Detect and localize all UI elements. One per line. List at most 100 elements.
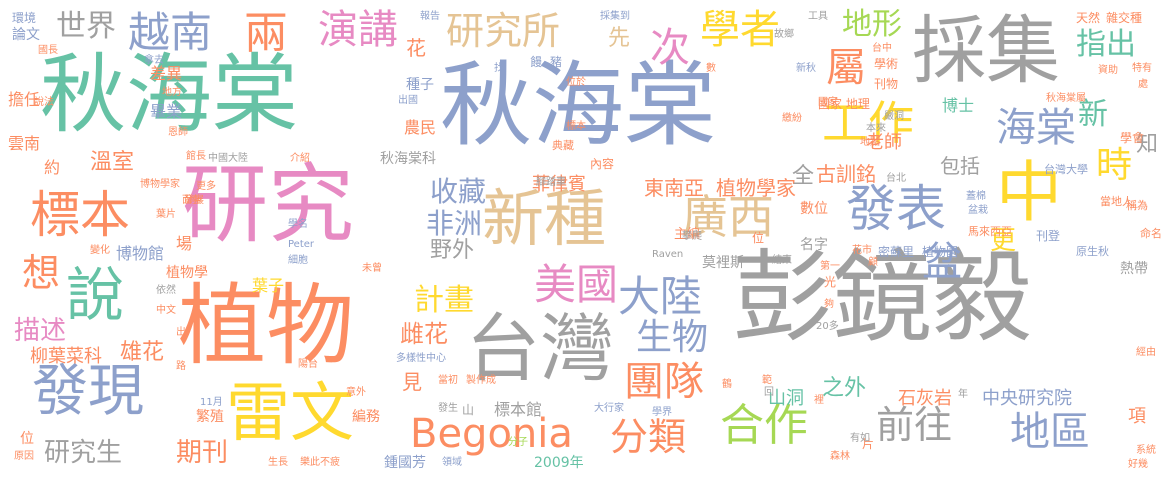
word: 雲南: [8, 134, 41, 153]
word: 細胞: [288, 255, 308, 266]
word: 經由: [1136, 347, 1156, 358]
word: 秋海棠屬: [1046, 93, 1086, 104]
word: 發展: [184, 195, 204, 206]
word: 恩師: [168, 127, 188, 138]
word: 採集到: [600, 11, 630, 22]
word: 植物園: [922, 245, 959, 259]
word: 命名: [1140, 227, 1162, 240]
word: 合作: [720, 400, 808, 451]
word: 花市: [852, 245, 872, 256]
word: 彭鏡毅: [732, 239, 1032, 356]
word: 期刊: [176, 438, 229, 468]
word: 拿去: [144, 55, 164, 66]
word: 標本館: [494, 400, 543, 419]
word: 標本: [566, 121, 586, 132]
word: 野外: [430, 238, 475, 263]
word: 植物學家: [716, 176, 796, 200]
word: 顧: [868, 257, 878, 268]
word: 團隊: [624, 359, 704, 405]
word: 領域: [442, 457, 462, 468]
word: 繁殖: [196, 409, 224, 425]
word: 國長: [38, 45, 58, 56]
word: 山: [462, 403, 475, 417]
word: 花: [406, 36, 426, 60]
word: 蓋棉: [966, 191, 986, 202]
word: 本來: [866, 123, 886, 134]
word: 中: [996, 154, 1062, 231]
word: 雷文: [226, 377, 354, 451]
word: 見: [402, 370, 422, 394]
word: 莫裡斯: [702, 255, 744, 271]
word: 典藏: [552, 139, 574, 152]
word: 項: [1128, 406, 1146, 427]
word: Peter: [288, 239, 315, 250]
word: 廣西: [682, 190, 774, 244]
word: 當初: [438, 375, 458, 386]
word: 約: [44, 158, 61, 177]
word: 地形: [842, 7, 902, 42]
word: 地區: [1010, 409, 1090, 455]
word: 原生秋: [1076, 245, 1109, 258]
word: 回: [764, 387, 774, 398]
word: 故鄉: [774, 29, 794, 40]
word: 新秋: [796, 63, 816, 74]
word: 國家 地理: [818, 97, 870, 111]
word: 包括: [940, 154, 980, 178]
word: 報告: [420, 11, 440, 22]
word: 台中: [872, 43, 892, 54]
word: 結束: [772, 255, 792, 266]
word: 世界: [56, 9, 116, 44]
word: 全: [792, 164, 815, 189]
word: 秋海棠: [440, 52, 717, 159]
word: 場: [176, 234, 193, 253]
word: 腳踏車: [536, 177, 566, 188]
word: 學術: [874, 57, 899, 71]
word: 20多: [816, 321, 839, 332]
word: 生物: [636, 317, 709, 358]
word: 主編: [674, 227, 701, 242]
word: 前往: [876, 403, 953, 447]
word: 處: [1138, 79, 1148, 90]
word: 發生: [438, 403, 458, 414]
word: 未曾: [362, 263, 382, 274]
word: 秋海棠科: [380, 151, 436, 167]
word: 面藝: [182, 195, 202, 206]
word: 計畫: [414, 283, 474, 318]
word: 館長: [186, 151, 206, 162]
word: 發現: [32, 359, 144, 424]
word: 盆栽: [968, 205, 988, 216]
word: 博物學家: [140, 179, 180, 190]
word: 路: [176, 361, 186, 372]
word: 發表: [846, 180, 946, 238]
word: 研究: [182, 155, 354, 255]
word: 台灣大學: [1044, 163, 1088, 176]
word: 介紹: [290, 153, 310, 164]
word: 知: [1136, 132, 1159, 157]
word: 依然: [156, 285, 176, 296]
word: 範: [762, 375, 772, 386]
word: 收藏: [430, 175, 487, 208]
word: 變化: [90, 245, 110, 256]
word: 鶴: [722, 379, 732, 390]
word: 台灣: [466, 306, 614, 392]
word: 森林: [830, 451, 850, 462]
word: 越南: [128, 8, 213, 57]
word: 擔任: [8, 90, 41, 109]
word: 2009年: [534, 455, 584, 471]
word: 之外: [822, 376, 867, 401]
word: 葉片: [156, 209, 176, 220]
word: 非洲: [426, 207, 483, 240]
word: 更多: [196, 181, 216, 192]
word: 說: [66, 261, 125, 329]
word: 攀爬: [682, 231, 702, 242]
word: 博士: [942, 96, 975, 115]
word: 資助: [1098, 65, 1118, 76]
word: 屬: [819, 46, 865, 86]
word: 葉子: [252, 276, 285, 295]
word: 名字: [800, 237, 828, 253]
word: 出: [176, 327, 186, 338]
word: 石灰岩: [898, 388, 952, 409]
word: 數: [706, 63, 716, 74]
word: 饅: [530, 55, 543, 69]
